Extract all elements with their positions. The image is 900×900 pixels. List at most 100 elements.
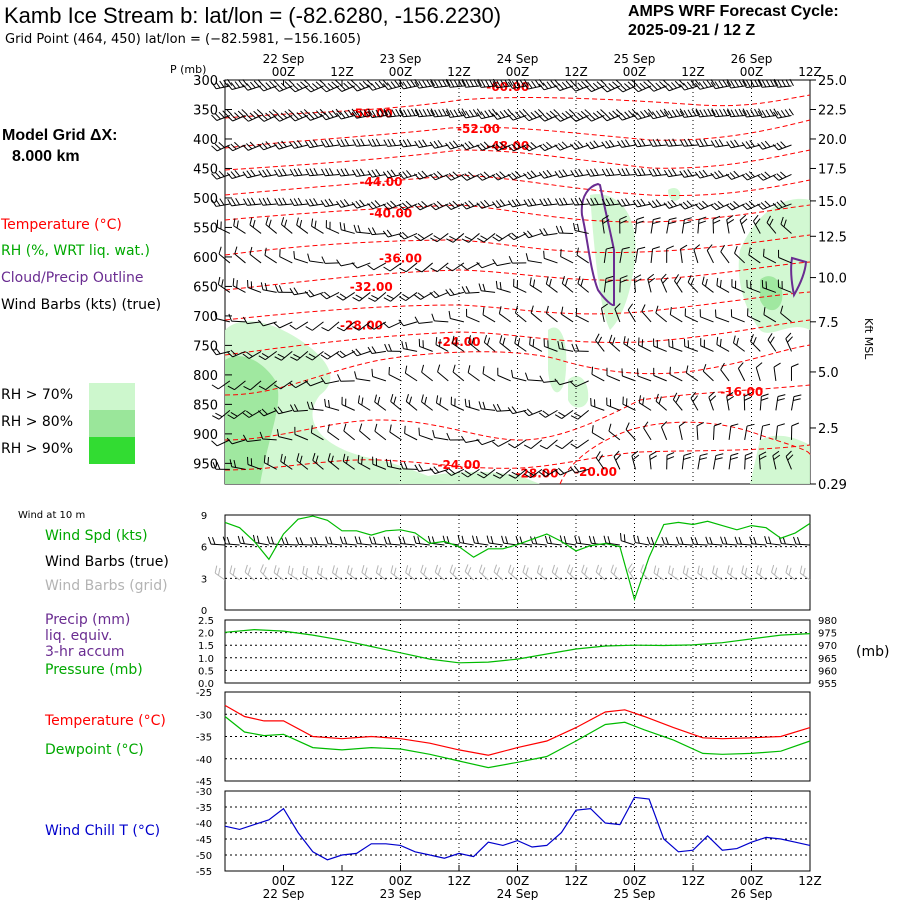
xs-barb-347 (590, 405, 605, 411)
wind-barb-grid-21 (522, 571, 533, 581)
xs-barb-56-flag-0 (273, 85, 280, 92)
xs-barb-143-flag-0 (367, 170, 373, 178)
xs-barb-105-flag-1 (323, 291, 331, 298)
xs-barb-283-flag-1 (526, 171, 533, 179)
xs-barb-58-flag-0 (273, 142, 280, 150)
xs-barb-338 (590, 144, 605, 150)
xs-barb-230-flag-0 (460, 264, 468, 270)
xs-barb-332-flag-0 (569, 381, 577, 388)
xs-barb-148-flag-0 (367, 324, 375, 330)
xs-barb-42-flag-2 (265, 82, 272, 89)
xs-barb-507-flag-2 (780, 171, 787, 178)
xs-barb-459 (726, 396, 730, 411)
xs-barb-309-flag-0 (554, 115, 561, 122)
xs-barb-252-flag-1 (496, 80, 502, 88)
xs-barb-77-flag-1 (293, 287, 299, 295)
xs-barb-306 (546, 439, 558, 450)
xs-barb-56-flag-4 (288, 79, 295, 86)
xs-barb-245-flag-0 (478, 283, 482, 291)
xs-barb-75 (296, 224, 309, 234)
xs-barb-86-flag-0 (305, 141, 311, 148)
wind-barb-true-6-flag-1 (299, 537, 304, 545)
wind-barb-grid-15-flag-1 (437, 567, 442, 575)
xs-barb-285 (528, 232, 543, 239)
precip-ytick-2: 1.5 (198, 641, 214, 652)
xs-barb-89-flag-1 (314, 220, 317, 229)
xs-barb-183-flag-1 (418, 109, 424, 117)
model-grid-label: Model Grid ΔX: (2, 127, 118, 144)
xs-barb-43-flag-0 (257, 115, 265, 122)
xs-barb-162-flag-0 (382, 322, 390, 329)
xs-barb-354-flag-1 (605, 198, 611, 206)
xs-barb-400-flag-0 (655, 305, 659, 314)
xs-barb-379-flag-2 (640, 111, 646, 118)
xs-barb-46-flag-0 (258, 198, 264, 206)
xs-barb-383-flag-0 (653, 217, 661, 221)
xs-barb-120 (343, 321, 355, 332)
wind-barb-grid-3-flag-0 (260, 564, 264, 572)
xs-barb-30-flag-1 (246, 143, 253, 150)
xs-barb-478 (746, 144, 761, 149)
xs-barb-50 (263, 321, 277, 327)
xs-barb-208-flag-0 (432, 430, 435, 438)
xs-barb-219-flag-0 (451, 335, 455, 344)
xs-barb-25 (233, 409, 246, 420)
xs-barb-322-flag-4 (584, 79, 591, 86)
xs-barb-121-flag-0 (336, 352, 343, 359)
xs-barb-55 (264, 462, 277, 470)
xs-barb-16-flag-1 (230, 143, 237, 150)
xs-barb-259-flag-1 (499, 281, 502, 290)
xs-barb-513-flag-0 (785, 332, 792, 339)
xs-barb-451-flag-0 (710, 172, 717, 180)
xs-barb-126-flag-0 (351, 85, 358, 92)
xs-barb-285-flag-1 (526, 230, 533, 237)
xs-barb-212 (450, 144, 465, 150)
xs-barb-412 (679, 248, 683, 263)
xs-barb-43-flag-3 (268, 110, 276, 117)
xs-barb-298 (543, 203, 558, 207)
xs-barb-448-flag-4 (726, 79, 732, 86)
pressure-tick-900: 900 (193, 428, 218, 443)
xs-barb-505-flag-1 (776, 110, 783, 118)
xs-barb-424-flag-2 (686, 200, 693, 207)
xs-barb-99-flag-3 (331, 109, 338, 117)
wind-barb-true-28-flag-1 (623, 534, 626, 542)
wind-barb-true-10-flag-0 (354, 536, 358, 544)
xs-barb-94-flag-0 (304, 380, 311, 387)
xs-barb-468-flag-0 (734, 245, 738, 254)
xs-barb-0-flag-3 (223, 79, 229, 87)
xs-barb-422-flag-0 (679, 139, 685, 147)
xs-barb-457-flag-1 (719, 338, 722, 347)
xs-barb-238-flag-2 (484, 79, 490, 87)
xs-barb-466-flag-0 (725, 204, 733, 211)
wind-barb-true-12-flag-0 (383, 536, 388, 544)
xs-barb-509-flag-0 (780, 216, 784, 225)
xs-barb-225-flag-4 (476, 108, 482, 116)
wind-barb-grid-6-flag-0 (302, 565, 305, 574)
xs-barb-147-flag-1 (371, 294, 379, 300)
xs-barb-15-flag-0 (226, 115, 233, 122)
xs-barb-440 (706, 250, 714, 264)
xs-barb-312-flag-0 (555, 198, 560, 206)
wind-barb-grid-36 (741, 572, 752, 581)
xs-barb-506 (778, 144, 792, 151)
wind-barb-grid-12-flag-0 (390, 565, 394, 573)
precip-sub2: 3-hr accum (45, 644, 125, 660)
xs-barb-317-flag-1 (561, 341, 564, 350)
xs-barb-280-flag-2 (531, 80, 537, 88)
xs-barb-266-flag-1 (511, 81, 517, 88)
xs-barb-286 (527, 260, 542, 264)
xs-barb-243 (483, 233, 496, 243)
top-day-label-2: 24 Sep (497, 52, 539, 66)
wind-barb-true-1-flag-0 (222, 536, 227, 545)
xs-barb-363-flag-0 (613, 450, 620, 457)
xs-barb-479-flag-2 (748, 171, 756, 178)
xs-barb-48 (264, 254, 277, 264)
xs-barb-436 (699, 144, 714, 148)
xs-barb-450-flag-0 (710, 140, 716, 148)
wind-barb-grid-15 (434, 571, 445, 581)
xs-barb-310-flag-0 (554, 144, 561, 151)
xs-barb-32-flag-0 (243, 198, 248, 206)
xs-barb-88-flag-2 (313, 198, 318, 206)
xs-barb-494-flag-1 (760, 202, 767, 209)
